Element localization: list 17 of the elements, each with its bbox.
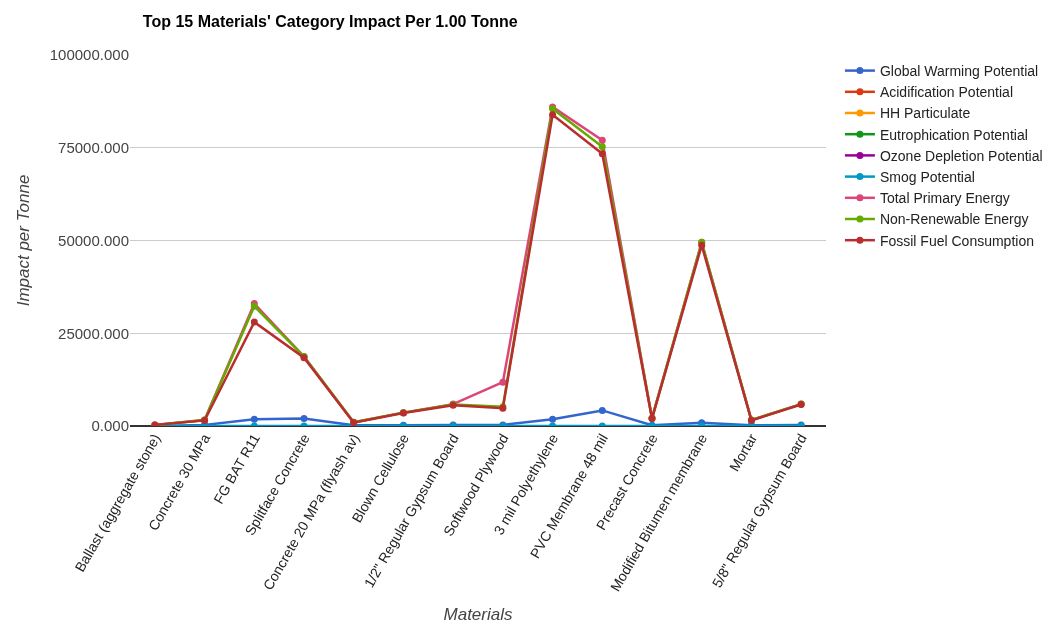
- chart-title: Top 15 Materials' Category Impact Per 1.00 Tonne: [142, 12, 518, 30]
- legend-label: Acidification Potential: [879, 84, 1013, 101]
- y-tick-label: 100000.000: [49, 46, 129, 64]
- y-axis-title: Impact per Tonne: [14, 174, 34, 307]
- legend-label: Total Primary Energy: [879, 190, 1010, 207]
- y-tick-label: 75000.000: [58, 139, 129, 156]
- y-tick-label: 25000.000: [58, 324, 129, 342]
- legend-label: Fossil Fuel Consumption: [879, 232, 1034, 249]
- legend-label: HH Particulate: [879, 105, 971, 122]
- legend-label: Smog Potential: [879, 169, 975, 186]
- legend-label: Non-Renewable Energy: [879, 211, 1029, 228]
- y-tick-label: 50000.000: [58, 231, 129, 249]
- legend-label: Eutrophication Potential: [879, 126, 1028, 143]
- y-tick-label: 0.000: [91, 417, 129, 435]
- legend-label: Ozone Depletion Potential: [879, 147, 1043, 164]
- x-axis-title: Materials: [443, 605, 513, 625]
- legend-label: Global Warming Potential: [879, 63, 1039, 80]
